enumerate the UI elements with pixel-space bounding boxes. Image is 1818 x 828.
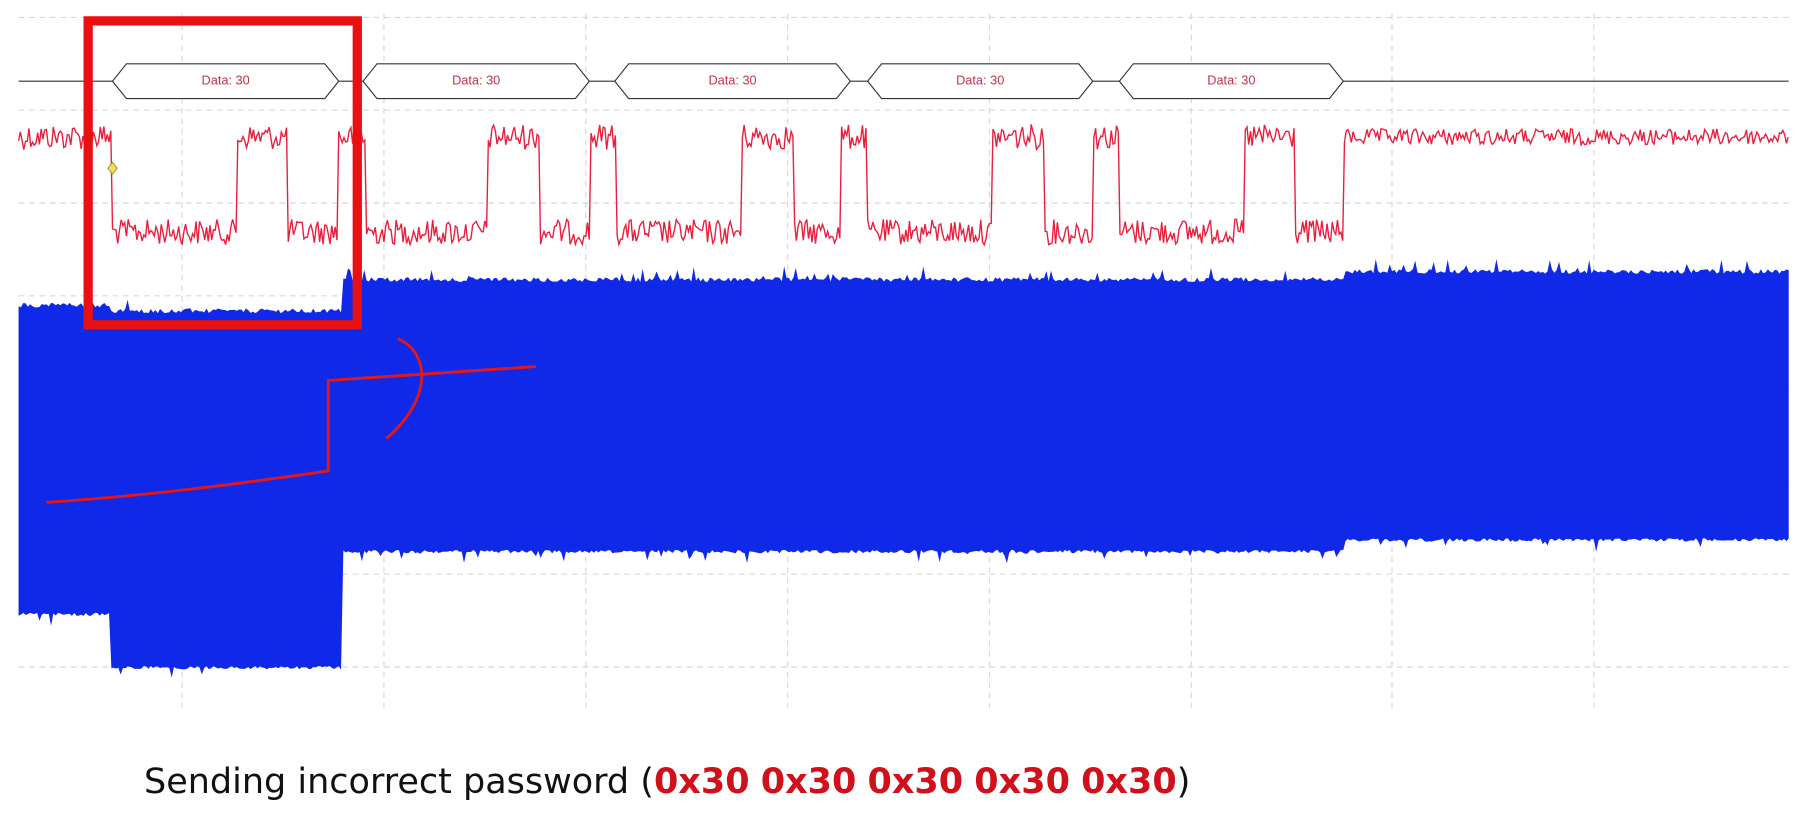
scope-plot: Data: 30 Data: 30 Data: 30 Data: 30 Data: 30 <box>17 13 1789 708</box>
byte-value: 0x30 <box>653 762 750 802</box>
decoder-label: Data: 30 <box>708 73 756 88</box>
decoder-frame <box>614 63 852 100</box>
decoder-frame <box>1118 63 1345 100</box>
decoder-label: Data: 30 <box>202 73 250 88</box>
caption: Sending incorrect password (0x30 0x30 0x… <box>144 762 1190 802</box>
caption-text: Sending incorrect password ( <box>144 762 654 802</box>
decoder-frame <box>362 63 591 100</box>
byte-value: 0x30 <box>974 762 1070 802</box>
digital-trace <box>17 122 1789 248</box>
decoder-frame <box>111 63 340 100</box>
annotation-arc <box>385 337 424 440</box>
decoder-label: Data: 30 <box>956 73 1004 88</box>
decoder-label: Data: 30 <box>452 73 500 88</box>
decoder-frame <box>866 63 1094 100</box>
caption-text: ) <box>1176 762 1191 802</box>
decoder-row: Data: 30 Data: 30 Data: 30 Data: 30 Data: 30 <box>111 63 1345 100</box>
analog-trace <box>18 259 1789 678</box>
byte-value: 0x30 <box>1081 762 1177 802</box>
annotation-line <box>46 365 537 504</box>
decoder-label: Data: 30 <box>1207 73 1255 88</box>
trigger-marker <box>107 161 118 175</box>
highlight-box <box>83 16 362 330</box>
byte-value: 0x30 <box>867 762 964 802</box>
byte-value: 0x30 <box>760 762 857 802</box>
